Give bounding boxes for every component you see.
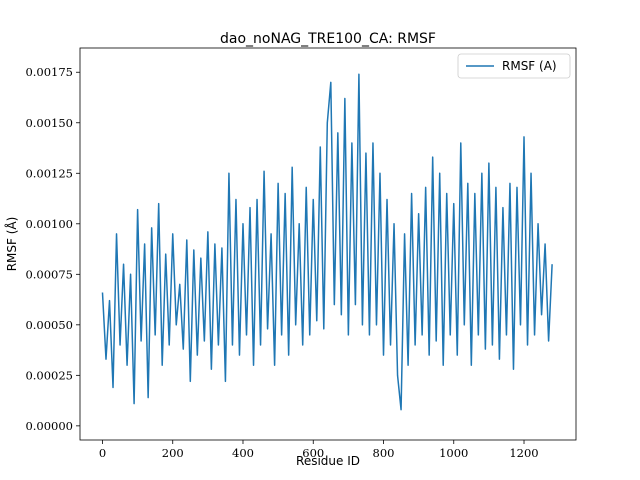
y-tick-label: 0.00150 [25,116,73,130]
y-tick-label: 0.00125 [25,166,73,180]
chart-title: dao_noNAG_TRE100_CA: RMSF [220,31,436,47]
y-tick-label: 0.00175 [25,65,73,79]
data-line [101,73,553,411]
x-axis-label: Residue ID [296,454,360,468]
y-tick-label: 0.00050 [25,318,73,332]
x-tick-label: 800 [373,446,395,460]
x-tick-label: 1000 [439,446,468,460]
legend-label: RMSF (A) [502,59,557,73]
y-tick-label: 0.00000 [25,419,73,433]
plot-frame [79,47,577,441]
x-tick-label: 0 [99,446,106,460]
y-tick-label: 0.00025 [25,368,73,382]
x-tick-label: 600 [302,446,324,460]
y-tick-label: 0.00100 [25,217,73,231]
x-tick-label: 400 [232,446,254,460]
x-tick-label: 1200 [509,446,538,460]
x-tick-label: 200 [162,446,184,460]
y-axis-label: RMSF (Å) [4,217,19,272]
y-tick-label: 0.00075 [25,267,73,281]
legend-box [457,53,571,79]
